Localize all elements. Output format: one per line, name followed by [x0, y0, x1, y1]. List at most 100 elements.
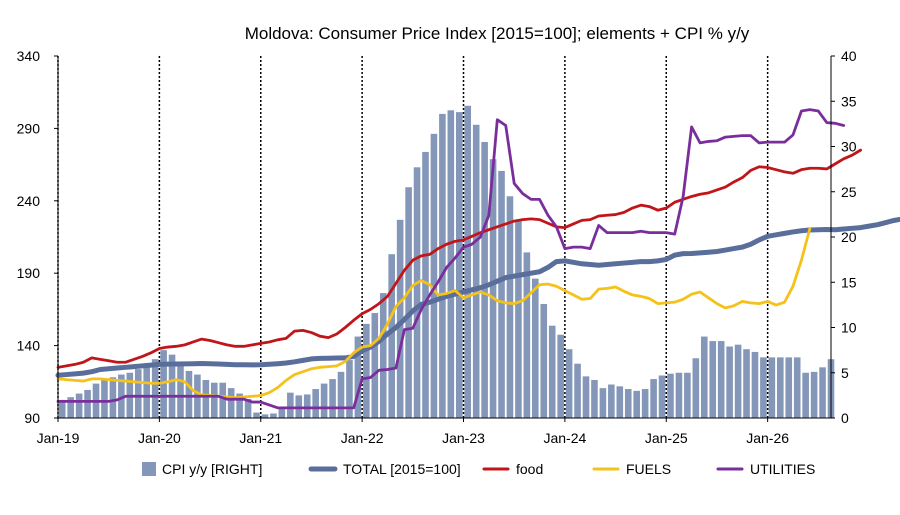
cpi-yoy-bar [388, 254, 395, 418]
cpi-yoy-bar [489, 159, 497, 419]
cpi-yoy-bar [118, 374, 125, 418]
left-tick-label: 290 [17, 120, 41, 136]
legend-label: TOTAL [2015=100] [343, 461, 461, 477]
x-tick-label: Jan-24 [543, 430, 586, 446]
series-line-food [56, 148, 862, 369]
x-tick-label: Jan-25 [645, 430, 688, 446]
cpi-yoy-bar [101, 379, 108, 418]
legend-swatch-bar [142, 462, 156, 476]
cpi-yoy-bar [777, 357, 784, 418]
cpi-yoy-bar [278, 407, 286, 418]
cpi-yoy-bar [177, 361, 184, 418]
cpi-yoy-bar [253, 412, 260, 418]
cpi-yoy-bar [303, 394, 311, 418]
cpi-yoy-bar [185, 370, 193, 418]
cpi-yoy-bar [667, 373, 674, 418]
cpi-yoy-bar [760, 357, 767, 418]
cpi-yoy-bar [168, 354, 176, 418]
cpi-yoy-bar [371, 313, 379, 418]
lines-layer [55, 108, 900, 410]
legend-item: UTILITIES [716, 461, 815, 477]
cpi-yoy-bar [768, 357, 776, 418]
cpi-yoy-bar [219, 382, 227, 418]
right-tick-label: 20 [841, 229, 857, 245]
cpi-yoy-bar [819, 367, 826, 418]
series-line-utilities [56, 108, 846, 410]
cpi-yoy-bar [641, 389, 649, 418]
bars-layer [58, 105, 835, 419]
axes-layer: 340 290 240 190 140 90 40 35 30 25 20 15 10 5 0 Jan-19 J… [17, 48, 857, 446]
cpi-yoy-bar [320, 383, 328, 418]
cpi-yoy-bar [574, 363, 581, 418]
legend-label: UTILITIES [750, 461, 815, 477]
cpi-yoy-bar [379, 293, 387, 418]
left-tick-label: 140 [17, 338, 41, 354]
legend-item: FUELS [592, 461, 671, 477]
cpi-yoy-bar [565, 349, 573, 418]
cpi-yoy-bar [227, 388, 235, 418]
cpi-yoy-bar [261, 414, 269, 418]
left-tick-label: 190 [17, 265, 41, 281]
left-tick-label: 90 [24, 410, 40, 426]
cpi-yoy-bar [548, 325, 556, 418]
x-tick-label: Jan-22 [341, 430, 384, 446]
cpi-yoy-bar [287, 392, 294, 418]
cpi-yoy-bar [67, 397, 74, 418]
cpi-yoy-bar [236, 393, 243, 418]
cpi-yoy-bar [675, 372, 683, 418]
cpi-yoy-bar [202, 379, 210, 418]
cpi-yoy-bar [439, 113, 446, 419]
cpi-yoy-bar [354, 336, 362, 418]
x-tick-label: Jan-21 [239, 430, 282, 446]
cpi-yoy-bar [160, 350, 167, 419]
cpi-yoy-bar [624, 389, 632, 418]
legend-item: CPI y/y [RIGHT] [142, 461, 262, 477]
left-tick-label: 240 [17, 193, 41, 209]
cpi-yoy-bar [472, 124, 480, 418]
cpi-yoy-bar [751, 351, 759, 418]
cpi-yoy-bar [802, 372, 809, 418]
cpi-yoy-bar [210, 382, 218, 418]
cpi-yoy-bar [616, 386, 624, 418]
cpi-yoy-bar [785, 357, 793, 418]
cpi-yoy-bar [540, 303, 548, 418]
cpi-yoy-bar [363, 323, 370, 418]
right-tick-label: 0 [841, 410, 849, 426]
legend-label: CPI y/y [RIGHT] [162, 461, 262, 477]
cpi-yoy-bar [75, 393, 83, 418]
right-tick-label: 5 [841, 365, 849, 381]
cpi-yoy-bar [717, 341, 725, 418]
chart-title: Moldova: Consumer Price Index [2015=100]… [245, 24, 750, 43]
cpi-yoy-bar [143, 365, 150, 418]
cpi-yoy-bar [346, 360, 353, 418]
cpi-yoy-bar [455, 112, 463, 419]
x-tick-label: Jan-20 [138, 430, 181, 446]
cpi-yoy-bar [413, 167, 421, 418]
cpi-yoy-bar [337, 371, 345, 418]
cpi-yoy-bar [692, 358, 700, 418]
cpi-yoy-bar [422, 151, 429, 418]
cpi-yoy-bar [270, 413, 277, 418]
cpi-yoy-bar [312, 389, 319, 418]
cpi-yoy-bar [633, 390, 640, 418]
x-tick-label: Jan-23 [442, 430, 485, 446]
cpi-yoy-bar [481, 141, 488, 419]
cpi-yoy-bar [329, 379, 336, 418]
cpi-yoy-bar [109, 377, 117, 418]
cpi-yoy-bar [498, 170, 505, 418]
cpi-yoy-bar [430, 133, 438, 418]
right-tick-label: 30 [841, 139, 857, 155]
cpi-yoy-bar [599, 388, 607, 418]
legend: CPI y/y [RIGHT] TOTAL [2015=100] food FUELS… [142, 461, 815, 477]
legend-label: food [516, 461, 543, 477]
cpi-yoy-bar [582, 376, 590, 418]
x-tick-label: Jan-19 [37, 430, 80, 446]
cpi-yoy-bar [464, 105, 472, 419]
cpi-yoy-bar [557, 334, 564, 418]
cpi-yoy-bar [515, 219, 522, 418]
cpi-yoy-bar [84, 389, 91, 418]
cpi-yoy-bar [396, 219, 404, 418]
right-tick-label: 15 [841, 274, 857, 290]
